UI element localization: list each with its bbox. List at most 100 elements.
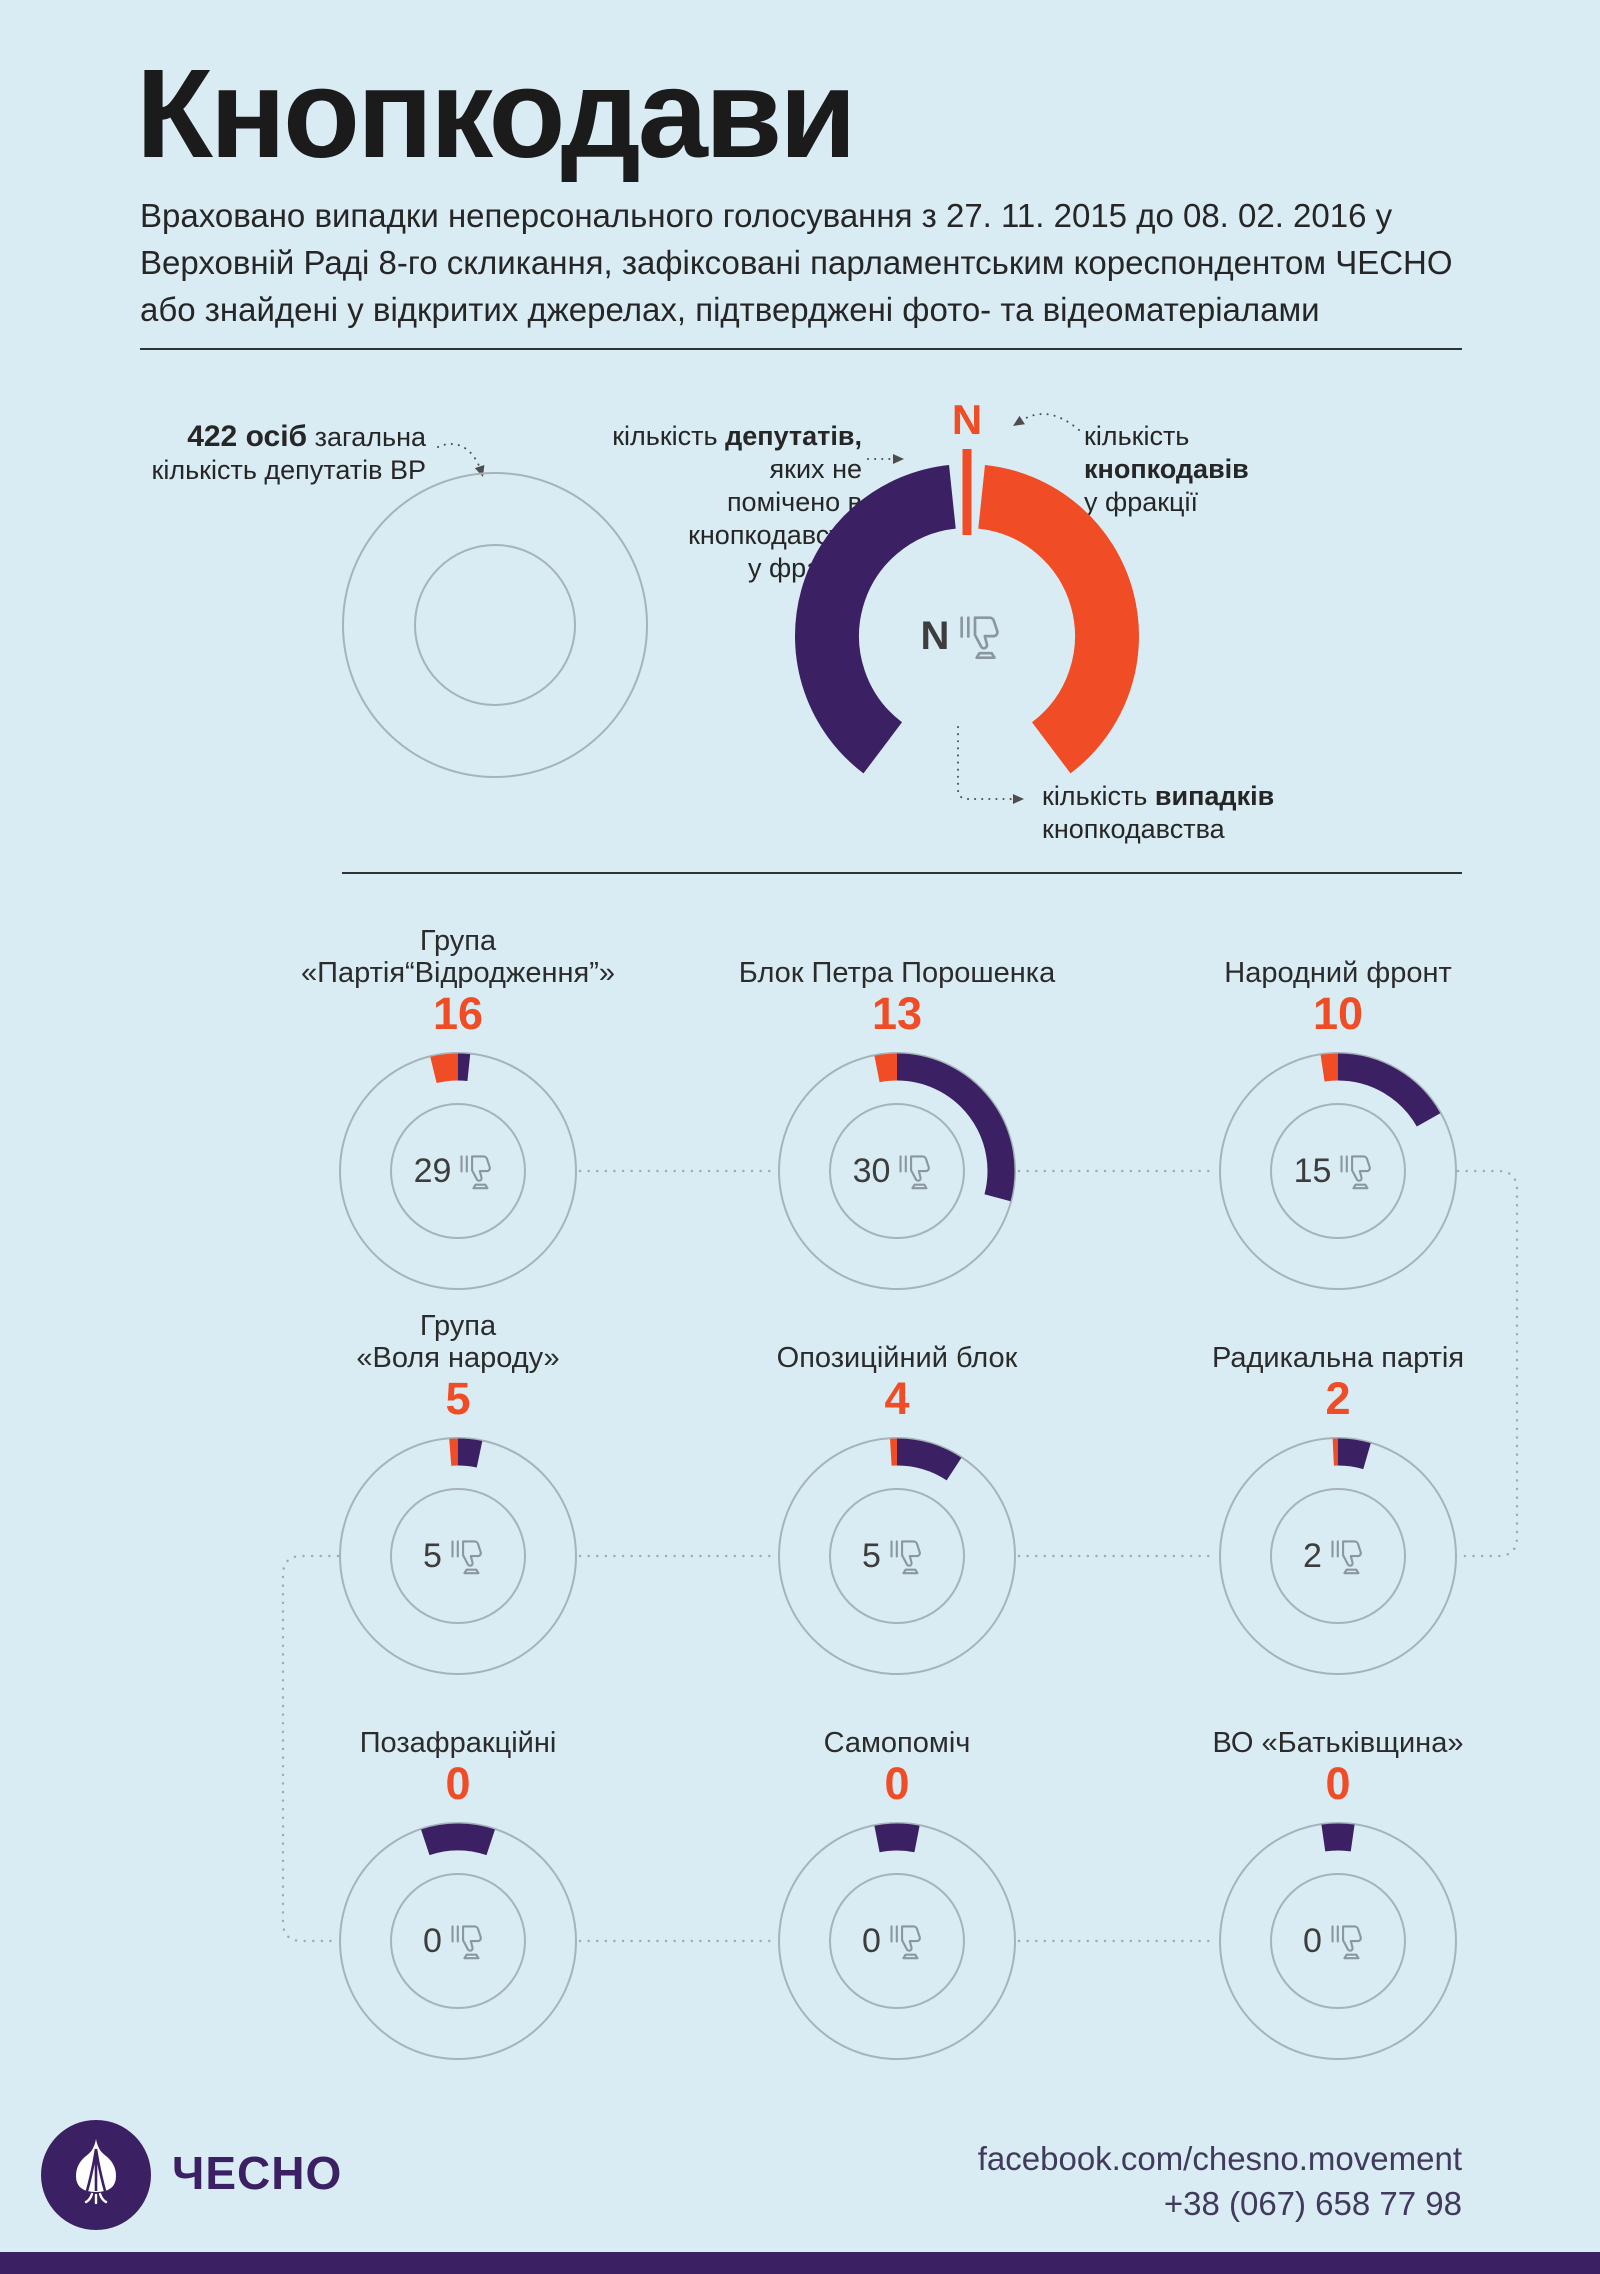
thumbs-down-icon [460,1155,492,1190]
legend-cases-label: кількість випадків кнопкодавства [1042,780,1322,846]
faction-cell-batkivshchyna: ВО «Батьківщина» 0 0 [1178,1693,1498,2071]
legend-example-donut [777,446,1157,826]
faction-name-line: Радикальна партія [1211,1342,1465,1374]
faction-name-line: Народний фронт [1224,957,1452,989]
example-donut-svg [795,449,1139,774]
cases-count: 15 [1293,1151,1332,1190]
faction-name-line: ВО «Батьківщина» [1212,1727,1464,1759]
footer-contacts: facebook.com/chesno.movement +38 (067) 6… [978,2136,1462,2226]
faction-donut-chart [1208,1811,1468,2071]
thumbs-down-icon [899,1155,931,1190]
faction-name: Позафракційні [298,1693,618,1759]
donut-svg [1219,1052,1457,1290]
faction-name: Народний фронт [1178,923,1498,989]
donut-svg [778,1437,1016,1675]
facebook-link[interactable]: facebook.com/chesno.movement [977,2140,1462,2177]
legend-center-n: N [920,613,950,658]
bottom-accent-bar [0,2252,1600,2274]
pushers-count: 2 [1325,1373,1351,1424]
faction-name: Радикальна партія [1178,1308,1498,1374]
thumbs-down-icon [451,1925,482,1960]
legend-text-bold: кнопкодавів [1084,454,1249,484]
thumbs-down-icon [890,1925,921,1960]
faction-name-line: «Воля народу» [356,1342,560,1374]
faction-name: Група «Воля народу» [298,1308,618,1374]
faction-cell-poroshenko-bloc: Блок Петра Порошенка 13 30 [737,923,1057,1301]
cases-indicator: 0 [737,1916,1057,1966]
donut-svg [1219,1437,1457,1675]
cases-count: 2 [1303,1536,1322,1575]
faction-cell-non-affiliated: Позафракційні 0 0 [298,1693,618,2071]
legend-total-bold: 422 осіб [187,420,308,453]
phone-number: +38 (067) 658 77 98 [1163,2185,1462,2222]
donut-svg [339,1822,577,2060]
thumbs-down-icon [1331,1925,1362,1960]
faction-cell-samopomich: Самопоміч 0 0 [737,1693,1057,2071]
faction-cell-opposition-bloc: Опозиційний блок 4 5 [737,1308,1057,1686]
pushers-count: 0 [445,1758,471,1809]
cases-count: 29 [413,1151,452,1190]
faction-name-line: Блок Петра Порошенка [738,957,1056,989]
faction-name-line: Самопоміч [823,1727,971,1759]
total-deputies-circle-svg [342,472,648,778]
top-divider [140,348,1462,350]
donut-svg [778,1052,1016,1290]
faction-name: Опозиційний блок [737,1308,1057,1374]
pushers-marker-tick [962,449,972,535]
cases-indicator: 5 [298,1531,618,1581]
faction-name-line: Опозиційний блок [776,1342,1018,1374]
legend-text-bold: депутатів, [725,421,862,451]
cases-count: 5 [423,1536,442,1575]
donut-svg [1219,1822,1457,2060]
legend-total-rest: загальна [314,422,426,452]
cases-indicator: 29 [298,1146,618,1196]
pushers-count: 4 [884,1373,910,1424]
faction-name-line: «Партія“Відродження”» [301,957,615,989]
faction-name-line: Група [419,925,497,957]
thumbs-down-icon [1331,1540,1362,1575]
cases-indicator: 5 [737,1531,1057,1581]
faction-donut-chart [767,1811,1027,2071]
cases-indicator: 2 [1178,1531,1498,1581]
faction-cell-radical-party: Радикальна партія 2 2 [1178,1308,1498,1686]
donut-svg [339,1052,577,1290]
legend-text: кількість [1084,421,1190,451]
legend-text: яких не [769,454,862,484]
legend-total-rest: кількість депутатів ВР [151,455,426,485]
cases-count: 0 [862,1921,881,1960]
subtitle-line: Враховано випадки неперсонального голосу… [140,197,1393,234]
page-subtitle: Враховано випадки неперсонального голосу… [140,192,1453,333]
cases-count: 5 [862,1536,881,1575]
cases-count: 30 [852,1151,891,1190]
pushers-count: 0 [884,1758,910,1809]
chesno-garlic-logo [41,2120,151,2230]
mid-divider [342,872,1462,874]
legend-marker-n: N [951,396,983,443]
legend-total-circle [335,465,655,785]
thumbs-down-icon [1340,1155,1372,1190]
legend-text: у фракції [1084,487,1199,517]
page-title: Кнопкодави [136,43,857,184]
chart-snake-connectors [281,1169,1519,1943]
pushers-count: 16 [432,988,484,1039]
thumbs-down-icon [890,1540,921,1575]
cases-count: 0 [1303,1921,1322,1960]
cases-indicator: 30 [737,1146,1057,1196]
faction-name: Блок Петра Порошенка [737,923,1057,989]
faction-cell-vidrodzhennya: Група «Партія“Відродження”» 16 29 [298,923,618,1301]
chesno-brand-name: ЧЕСНО [172,2147,343,2199]
faction-cell-narodnyi-front: Народний фронт 10 15 [1178,923,1498,1301]
faction-name: Самопоміч [737,1693,1057,1759]
faction-donut-chart [328,1426,588,1686]
faction-name: ВО «Батьківщина» [1178,1693,1498,1759]
faction-name: Група «Партія“Відродження”» [298,923,618,989]
legend-text: кнопкодавства [1042,814,1225,844]
thumbs-down-icon [451,1540,482,1575]
legend-text: кількість [1042,781,1148,811]
faction-donut-chart [328,1041,588,1301]
subtitle-line: або знайдені у відкритих джерелах, підтв… [140,291,1320,328]
faction-donut-chart [1208,1041,1468,1301]
faction-name-line: Група [419,1310,497,1342]
faction-donut-chart [328,1811,588,2071]
